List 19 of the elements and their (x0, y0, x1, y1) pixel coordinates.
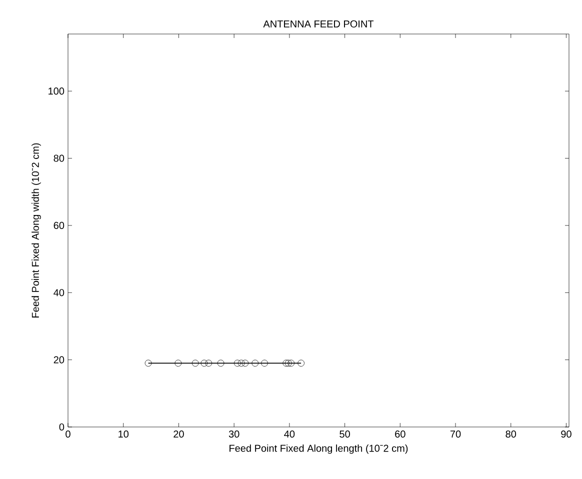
x-tick-label: 30 (228, 430, 240, 438)
x-tick-label: 0 (66, 430, 70, 438)
y-axis-title: Feed Point Fixed Along width (10ˉ2 cm) (32, 143, 41, 318)
x-tick-label: 20 (174, 430, 184, 438)
x-tick-label: 60 (395, 430, 406, 438)
y-tick-label: 20 (54, 356, 64, 364)
y-tick-label: 80 (54, 154, 64, 162)
y-tick-label: 100 (48, 88, 64, 95)
y-tick-label: 40 (54, 289, 64, 296)
x-tick-label: 50 (340, 430, 350, 438)
x-tick-label: 90 (561, 430, 572, 438)
y-tick-label: 0 (59, 423, 64, 431)
x-tick-label: 70 (450, 430, 461, 438)
x-tick-label: 10 (118, 430, 129, 438)
x-tick-label: 80 (506, 430, 516, 438)
x-axis-title: Feed Point Fixed Along length (10ˉ2 cm) (230, 444, 408, 454)
chart-title: ANTENNA FEED POINT (263, 20, 374, 28)
y-tick-label: 60 (54, 222, 64, 229)
x-tick-label: 40 (284, 430, 295, 438)
